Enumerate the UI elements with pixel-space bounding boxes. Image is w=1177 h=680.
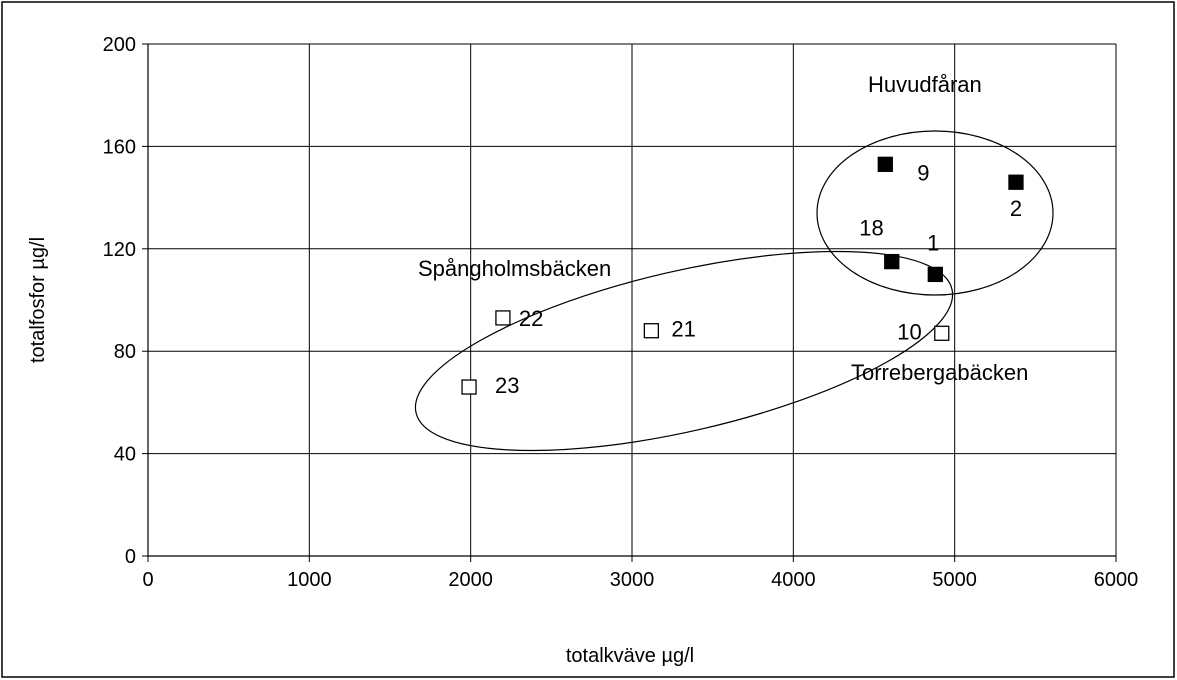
x-tick-label: 1000 — [287, 569, 332, 591]
data-points: 9 2 18 1 22 21 10 23 — [461, 156, 1024, 398]
x-axis-title: totalkväve µg/l — [566, 645, 694, 667]
data-label-18: 18 — [859, 216, 883, 241]
data-point-21 — [643, 323, 660, 339]
huvudfaran-label: Huvudfåran — [868, 72, 982, 97]
torrebergabacken-label: Torrebergabäcken — [851, 360, 1028, 385]
data-point-1 — [927, 266, 943, 283]
data-label-22: 22 — [519, 306, 543, 331]
data-label-21: 21 — [671, 317, 695, 342]
y-tick-label: 40 — [114, 444, 136, 466]
y-tick-label: 200 — [103, 34, 136, 56]
y-tick-label: 120 — [103, 239, 136, 261]
x-tick-label: 6000 — [1094, 569, 1139, 591]
axes: 0 1000 2000 3000 4000 5000 6000 0 40 80 120 160 200 — [103, 34, 1139, 591]
spangholmsbacken-ellipse — [414, 250, 954, 452]
x-tick-label: 0 — [142, 569, 153, 591]
data-point-23 — [461, 379, 477, 395]
spangholmsbacken-label: Spångholmsbäcken — [418, 256, 611, 281]
y-tick-label: 0 — [125, 546, 136, 568]
data-point-10 — [934, 325, 950, 341]
data-label-2: 2 — [1010, 196, 1022, 221]
huvudfaran-ellipse — [816, 130, 1054, 296]
data-label-1: 1 — [927, 230, 939, 255]
y-tick-label: 160 — [103, 136, 136, 158]
data-label-23: 23 — [495, 373, 519, 398]
x-tick-label: 3000 — [610, 569, 655, 591]
y-axis-title: totalfosfor µg/l — [27, 237, 49, 363]
y-tick-label: 80 — [114, 341, 136, 363]
x-tick-label: 5000 — [932, 569, 977, 591]
data-point-22 — [495, 310, 511, 326]
data-point-18 — [884, 253, 900, 270]
x-tick-label: 2000 — [448, 569, 493, 591]
data-point-9 — [877, 156, 893, 172]
text-labels: totalkväve µg/l totalfosfor µg/l Huvudfå… — [27, 72, 1028, 667]
grid-lines — [148, 43, 1117, 556]
data-label-9: 9 — [917, 160, 929, 185]
x-tick-label: 4000 — [771, 569, 816, 591]
data-point-2 — [1008, 174, 1024, 190]
group-ellipses — [414, 130, 1054, 452]
data-label-10: 10 — [897, 319, 921, 344]
